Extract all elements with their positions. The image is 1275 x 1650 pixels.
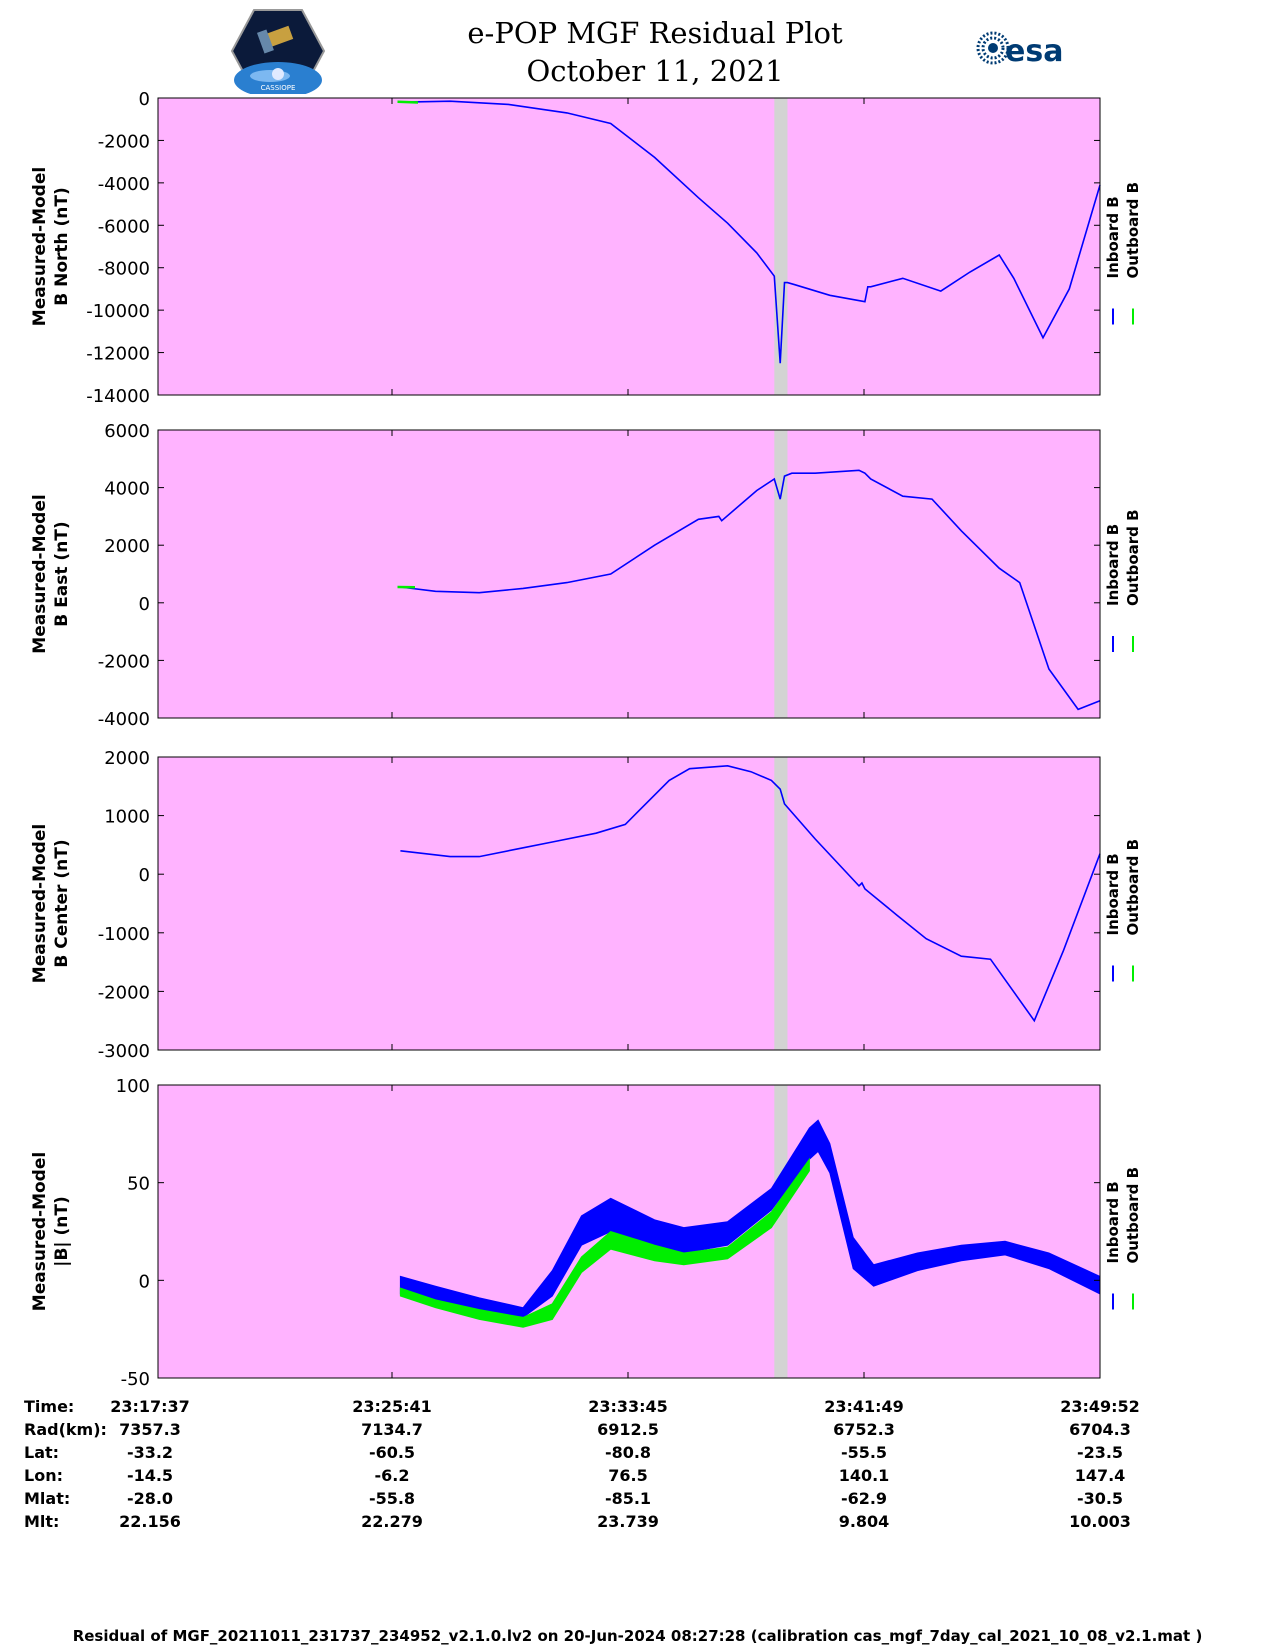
y-tick-label: -12000 (86, 344, 150, 365)
y-tick-label: 0 (139, 865, 150, 886)
y-tick-label: 2000 (104, 748, 150, 769)
y-tick-label: -2000 (98, 131, 150, 152)
y-tick-label: 0 (139, 594, 150, 615)
data-gap-band (774, 757, 788, 1050)
y-axis-label-line: Measured-Model (30, 824, 50, 983)
data-gap-band (774, 430, 788, 718)
y-tick-label: -50 (121, 1369, 150, 1390)
plot-background (158, 430, 1100, 718)
legend-label: Inboard B (1104, 1181, 1122, 1263)
plot-frame (157, 1084, 1101, 1379)
y-tick-label: 2000 (104, 536, 150, 557)
legend-label: Inboard B (1104, 196, 1122, 278)
y-tick-label: -2000 (98, 982, 150, 1003)
plot-background (158, 98, 1100, 395)
panel-4: 100 50 0 -50 Measured-Model |B| (nT) Inboard B… (30, 1076, 1142, 1390)
y-tick-label: -8000 (98, 259, 150, 280)
y-axis-label: Measured-Model B North (nT) (30, 167, 72, 326)
cassiope-logo: CASSIOPE (230, 9, 326, 94)
plot-frame (157, 756, 1101, 1051)
plot-frame (157, 97, 1101, 396)
y-tick-label: -2000 (98, 651, 150, 672)
y-axis-label-line: B North (nT) (52, 187, 72, 306)
y-tick-label: 0 (139, 89, 150, 110)
y-tick-label: 0 (139, 1271, 150, 1292)
y-tick-label: 4000 (104, 479, 150, 500)
esa-logo: esa (976, 31, 1063, 69)
y-tick-label: -6000 (98, 216, 150, 237)
series-line-inboard-b (400, 100, 1101, 364)
panel-3: 2000 1000 0 -1000 -2000 -3000 Measured-Model B … (30, 748, 1142, 1062)
legend-label: Outboard B (1124, 839, 1142, 936)
y-axis-label: Measured-Model |B| (nT) (30, 1152, 72, 1311)
y-axis-label-line: Measured-Model (30, 167, 50, 326)
footer-caption: Residual of MGF_20211011_231737_234952_v… (72, 1627, 1203, 1645)
y-axis-label-line: B East (nT) (52, 521, 72, 626)
y-tick-label: 100 (116, 1076, 150, 1097)
legend-label: Inboard B (1104, 524, 1122, 606)
y-axis-label-line: Measured-Model (30, 1152, 50, 1311)
y-tick-label: 6000 (104, 421, 150, 442)
series-line-inboard-b (400, 764, 1101, 1023)
y-axis-label: Measured-Model B Center (nT) (30, 824, 72, 983)
plot-frame (157, 429, 1101, 719)
esa-logo-text: esa (1005, 34, 1063, 69)
title-line-2: October 11, 2021 (526, 54, 784, 88)
panel-1: 0 -2000 -4000 -6000 -8000 -10000 -12000 -14000 M… (30, 89, 1142, 407)
y-tick-label: -4000 (98, 709, 150, 730)
y-axis-label-line: |B| (nT) (52, 1196, 72, 1267)
legend-label: Outboard B (1124, 1167, 1142, 1264)
legend-label: Inboard B (1104, 853, 1122, 935)
page-title: e-POP MGF Residual Plot October 11, 2021 (0, 14, 1275, 90)
plot-background (158, 757, 1100, 1050)
data-gap-band (774, 1085, 788, 1378)
y-axis-label-line: Measured-Model (30, 494, 50, 653)
y-tick-label: -14000 (86, 386, 150, 407)
cassiope-logo-text: CASSIOPE (261, 84, 296, 92)
y-tick-label: -10000 (86, 301, 150, 322)
panel-2: 6000 4000 2000 0 -2000 -4000 Measured-Model B E… (30, 421, 1142, 730)
y-tick-label: 1000 (104, 807, 150, 828)
y-tick-label: -1000 (98, 924, 150, 945)
series-line-outboard-b (397, 100, 419, 104)
series-line-inboard-b (400, 469, 1101, 711)
title-line-1: e-POP MGF Residual Plot (467, 16, 843, 50)
legend-label: Outboard B (1124, 509, 1142, 606)
series-band-outboard-b (399, 1157, 810, 1328)
y-axis-label: Measured-Model B East (nT) (30, 494, 72, 653)
y-tick-label: 50 (127, 1174, 150, 1195)
legend-label: Outboard B (1124, 182, 1142, 279)
y-tick-label: -4000 (98, 174, 150, 195)
y-tick-label: -3000 (98, 1041, 150, 1062)
y-axis-label-line: B Center (nT) (52, 839, 72, 967)
